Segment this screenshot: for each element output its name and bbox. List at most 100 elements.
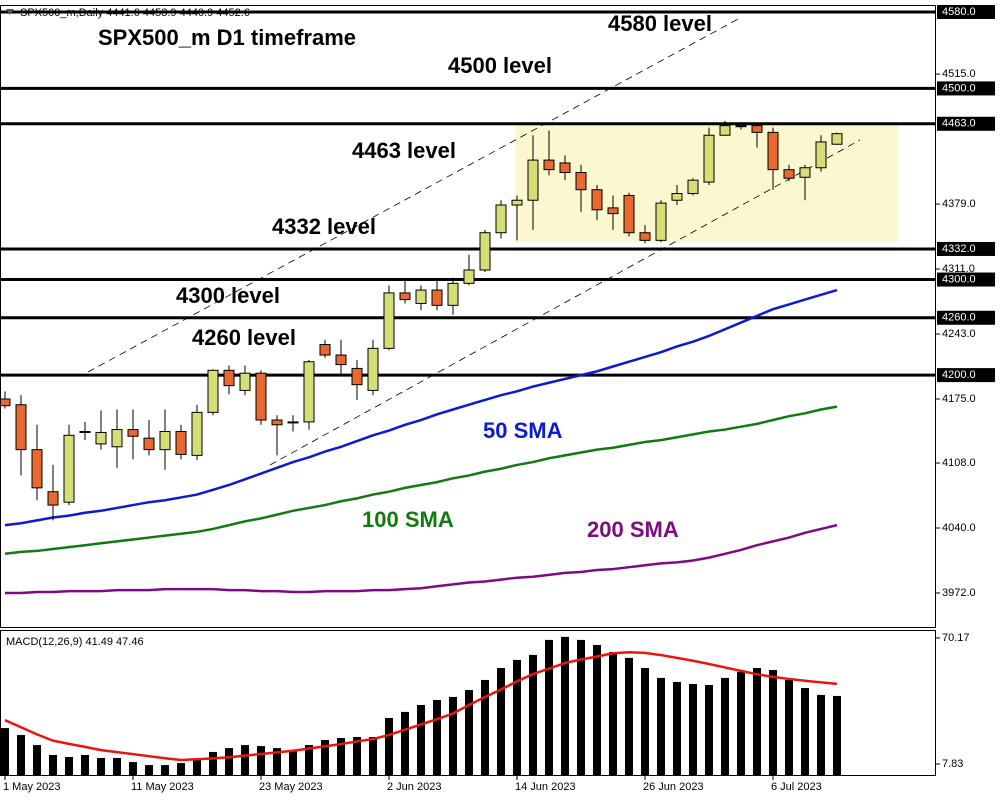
x-tick-label: 11 May 2023 [131, 781, 194, 793]
candle-body [191, 411, 203, 456]
macd-bar [577, 639, 585, 775]
macd-bar [737, 671, 745, 775]
main-panel-frame [0, 5, 936, 628]
macd-bar [417, 705, 425, 775]
candle-body [511, 199, 523, 206]
macd-bar [193, 760, 201, 775]
y-tick-label: 4175.0 [942, 393, 976, 405]
macd-title: MACD(12,26,9) 41.49 47.46 [6, 636, 144, 648]
x-tick-label: 26 Jun 2023 [643, 781, 704, 793]
candle-body [479, 232, 491, 271]
candle-body [95, 431, 107, 445]
chart-title: SPX500_m D1 timeframe [98, 25, 356, 50]
candle-body [367, 347, 379, 391]
level-label-box [937, 116, 995, 131]
level-label-box [937, 81, 995, 96]
macd-bar [673, 681, 681, 775]
candle-body [223, 369, 235, 387]
macd-bar [593, 644, 601, 775]
macd-bar [513, 659, 521, 775]
candle-body [671, 193, 683, 201]
y-tick-label: 4311.0 [942, 263, 975, 275]
candle-body [159, 430, 171, 451]
y-tick-label: 4243.0 [942, 328, 976, 340]
macd-bar [817, 694, 825, 775]
macd-bar [641, 668, 649, 775]
level-label: 4300.0 [942, 273, 976, 285]
level-label-box [937, 310, 995, 325]
candle-body [607, 207, 619, 215]
sma-label: 100 SMA [362, 507, 454, 532]
chart-header: SPX500_m,Daily 4441.6 4453.9 4440.9 4452… [20, 7, 250, 19]
candle-body [271, 419, 283, 426]
macd-bar [401, 711, 409, 775]
macd-bar [33, 745, 41, 775]
candle-body [639, 232, 651, 241]
macd-bar [81, 754, 89, 775]
macd-bar [785, 679, 793, 775]
macd-bar [833, 695, 841, 775]
level-label: 4580.0 [942, 6, 976, 18]
y-tick-label: 4108.0 [942, 457, 976, 469]
level-annotation: 4260 level [192, 325, 296, 350]
candle-body [0, 398, 11, 407]
macd-bar [545, 639, 553, 775]
sma-label: 200 SMA [587, 517, 679, 542]
y-tick-label: 4515.0 [942, 68, 976, 80]
macd-bar [65, 757, 73, 775]
candle-body [687, 179, 699, 195]
macd-bar [609, 652, 617, 775]
candle-body [127, 429, 139, 437]
level-label: 4500.0 [942, 82, 976, 94]
plot-layer [0, 10, 935, 775]
candle-body [335, 354, 347, 366]
x-tick-label: 23 May 2023 [259, 781, 323, 793]
macd-bar [769, 670, 777, 775]
macd-bar [465, 690, 473, 775]
candle-body [47, 491, 59, 506]
macd-bar [385, 717, 393, 775]
macd-bar [753, 668, 761, 775]
macd-bar [241, 745, 249, 775]
macd-bar [657, 677, 665, 775]
candle-body [463, 269, 475, 284]
x-tick-label: 14 Jun 2023 [515, 781, 576, 793]
candle-body [287, 421, 299, 424]
y-tick-label: 7.83 [942, 758, 963, 770]
macd-bar [689, 683, 697, 775]
candle-body [351, 367, 363, 386]
candle-body [399, 292, 411, 301]
y-tick-label: 4040.0 [942, 522, 976, 534]
macd-bar [273, 748, 281, 775]
candle-body [831, 133, 843, 145]
macd-bar [161, 765, 169, 775]
macd-bar [209, 751, 217, 775]
macd-bar [369, 736, 377, 775]
level-label: 4260.0 [942, 312, 976, 324]
candle-body [415, 289, 427, 304]
header-icon [6, 9, 14, 15]
macd-bar [321, 740, 329, 775]
lower-trend-line [269, 139, 861, 466]
candle-body [783, 169, 795, 179]
candle-body [447, 282, 459, 306]
macd-bar [129, 762, 137, 775]
macd-bar [353, 736, 361, 775]
candle-body [111, 429, 123, 448]
candle-body [767, 131, 779, 171]
candle-body [15, 404, 27, 451]
macd-bar [801, 688, 809, 775]
macd-bar [497, 668, 505, 775]
macd-bar [177, 763, 185, 775]
candle-body [495, 204, 507, 234]
indicator-line [5, 523, 838, 595]
macd-bar [17, 734, 25, 775]
indicator-line [4, 288, 838, 527]
macd-bar [289, 749, 297, 775]
level-label: 4332.0 [942, 243, 976, 255]
candle-body [31, 449, 43, 489]
candle-body [751, 125, 763, 133]
macd-bar [145, 765, 153, 775]
macd-bar [225, 748, 233, 775]
